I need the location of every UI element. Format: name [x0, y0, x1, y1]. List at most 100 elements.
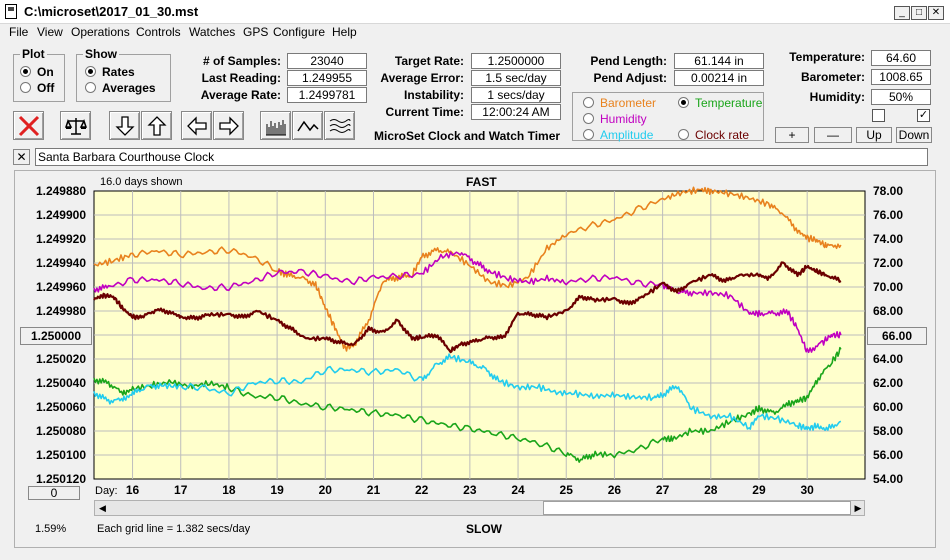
humidity-value: 50%	[871, 89, 931, 105]
move-up-button[interactable]	[141, 111, 172, 140]
left-tick-label: 1.250040	[36, 376, 86, 390]
sensor-temperature-radio[interactable]: Temperature	[678, 96, 762, 110]
left-tick-label: 1.249880	[36, 184, 86, 198]
scale-down-button[interactable]: Down	[896, 127, 932, 143]
show-group-legend: Show	[83, 47, 119, 61]
scale-plus-button[interactable]: +	[775, 127, 809, 143]
x-tick-label: 27	[656, 483, 670, 497]
scale-minus-button[interactable]: —	[814, 127, 852, 143]
right-tick-label: 68.00	[873, 304, 903, 318]
x-tick-label: 29	[752, 483, 766, 497]
stop-button[interactable]	[13, 111, 44, 140]
average-error-label: Average Error:	[380, 71, 464, 85]
days-shown-label: 16.0 days shown	[100, 176, 183, 188]
bar-chart-icon	[266, 120, 286, 136]
x-tick-label: 21	[367, 483, 381, 497]
last-reading-value: 1.249955	[287, 70, 367, 86]
plot-off-radio[interactable]: Off	[20, 81, 54, 95]
menu-view[interactable]: View	[37, 25, 63, 39]
arrow-up-icon	[147, 116, 167, 136]
menu-gps[interactable]: GPS	[243, 25, 269, 39]
plot-group-legend: Plot	[20, 47, 47, 61]
scroll-left-button[interactable]	[181, 111, 212, 140]
radio-off-icon	[583, 97, 594, 108]
scroll-right-button[interactable]	[213, 111, 244, 140]
minimize-icon[interactable]: _	[894, 6, 910, 20]
percent-label: 1.59%	[35, 523, 67, 535]
scale-up-button[interactable]: Up	[856, 127, 892, 143]
target-rate-value: 1.2500000	[471, 53, 561, 69]
grid-note: Each grid line = 1.382 secs/day	[97, 523, 251, 535]
sensor-amplitude-radio[interactable]: Amplitude	[583, 128, 653, 142]
horizontal-scrollbar[interactable]: ◀ ▶	[94, 500, 865, 516]
sensor-selector: Barometer Temperature Humidity Amplitude…	[572, 92, 764, 142]
show-rates-label: Rates	[102, 65, 135, 79]
balance-button[interactable]	[60, 111, 91, 140]
menu-controls[interactable]: Controls	[136, 25, 181, 39]
right-tick-label: 70.00	[873, 280, 903, 294]
radio-off-icon	[20, 82, 31, 93]
samples-label: # of Samples:	[202, 54, 281, 68]
left-tick-label: 1.249900	[36, 208, 86, 222]
bar-view-button[interactable]	[260, 111, 291, 140]
x-tick-label: 26	[608, 483, 622, 497]
center-sensor-button[interactable]: 66.00	[867, 327, 927, 345]
window-title: C:\microset\2017_01_30.mst	[24, 4, 199, 19]
center-rate-button[interactable]: 1.250000	[20, 327, 92, 345]
x-tick-label: 20	[319, 483, 333, 497]
menu-watches[interactable]: Watches	[189, 25, 236, 39]
series-barometer	[93, 186, 842, 352]
red-x-icon	[18, 115, 40, 137]
pend-length-value: 61.144 in	[674, 53, 764, 69]
clock-name-field[interactable]: Santa Barbara Courthouse Clock	[35, 148, 928, 166]
series-clock-rate	[93, 261, 842, 354]
current-time-label: Current Time:	[385, 105, 464, 119]
plot-group: Plot On Off	[13, 47, 65, 102]
left-tick-label: 1.249920	[36, 232, 86, 246]
scroll-left-arrow-icon[interactable]: ◀	[99, 503, 106, 513]
show-rates-radio[interactable]: Rates	[85, 65, 135, 79]
menu-help[interactable]: Help	[332, 25, 357, 39]
show-group: Show Rates Averages	[76, 47, 171, 102]
radio-off-icon	[678, 129, 689, 140]
title-bar: C:\microset\2017_01_30.mst _ □ ✕	[0, 0, 950, 24]
maximize-icon[interactable]: □	[911, 6, 927, 20]
sensor-humidity-radio[interactable]: Humidity	[583, 112, 647, 126]
arrow-right-icon	[219, 116, 239, 136]
clear-clock-button[interactable]: ✕	[13, 149, 30, 165]
sensor-amplitude-label: Amplitude	[600, 128, 654, 142]
close-icon[interactable]: ✕	[928, 6, 944, 20]
menu-configure[interactable]: Configure	[273, 25, 326, 39]
scrollbar-thumb[interactable]	[543, 501, 851, 515]
radio-off-icon	[583, 113, 594, 124]
barometer-label: Barometer:	[800, 70, 865, 84]
slow-label: SLOW	[466, 522, 502, 536]
sensor-clock-rate-label: Clock rate	[695, 128, 750, 142]
left-tick-label: 1.249980	[36, 304, 86, 318]
humidity-label: Humidity:	[809, 90, 865, 104]
menu-operations[interactable]: Operations	[71, 25, 130, 39]
x-tick-label: 17	[174, 483, 188, 497]
sensor-barometer-radio[interactable]: Barometer	[583, 96, 656, 110]
plot-frame	[14, 170, 936, 548]
menu-file[interactable]: File	[9, 25, 29, 39]
humidity-checkbox[interactable]: ✓	[917, 109, 930, 122]
wave-view-button[interactable]	[324, 111, 355, 140]
move-down-button[interactable]	[109, 111, 140, 140]
instability-value: 1 secs/day	[471, 87, 561, 103]
wave-icon	[329, 119, 351, 133]
balance-scale-icon	[64, 118, 88, 135]
line-view-button[interactable]	[292, 111, 323, 140]
x-tick-label: 25	[560, 483, 574, 497]
series-lines	[93, 186, 842, 463]
sensor-clock-rate-radio[interactable]: Clock rate	[678, 128, 749, 142]
right-tick-label: 76.00	[873, 208, 903, 222]
temperature-checkbox[interactable]	[872, 109, 885, 122]
offset-button[interactable]: 0	[28, 486, 80, 500]
plot-on-radio[interactable]: On	[20, 65, 54, 79]
sensor-humidity-label: Humidity	[600, 112, 647, 126]
left-tick-label: 1.250060	[36, 400, 86, 414]
show-averages-radio[interactable]: Averages	[85, 81, 156, 95]
fast-label: FAST	[466, 175, 497, 189]
scroll-right-arrow-icon[interactable]: ▶	[854, 503, 862, 513]
